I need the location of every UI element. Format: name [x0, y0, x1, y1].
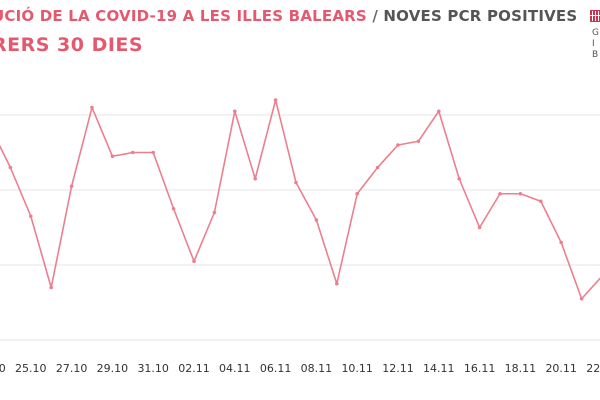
- x-tick-label: 20.11: [545, 362, 577, 375]
- x-tick-label: 06.11: [260, 362, 292, 375]
- x-tick-label: 29.10: [97, 362, 129, 375]
- data-point: [171, 206, 176, 211]
- data-point: [457, 176, 462, 181]
- data-point: [579, 296, 584, 301]
- logo-text: G I B: [592, 28, 600, 61]
- x-tick-label: 08.11: [301, 362, 333, 375]
- x-tick-label: 23.10: [0, 362, 6, 375]
- data-point: [518, 191, 523, 196]
- data-point: [8, 165, 13, 170]
- chart-title-separator: /: [366, 7, 384, 25]
- data-point: [437, 109, 441, 114]
- logo: G I B: [578, 6, 600, 60]
- x-tick-label: 27.10: [56, 362, 88, 375]
- x-tick-label: 31.10: [137, 362, 169, 375]
- x-tick-label: 02.11: [178, 362, 210, 375]
- data-point: [355, 191, 360, 196]
- chart-title-main: UCIÓ DE LA COVID-19 A LES ILLES BALEARS: [0, 7, 367, 25]
- data-point: [212, 210, 217, 215]
- x-tick-label: 12.11: [382, 362, 414, 375]
- chart-subtitle: RERS 30 DIES: [0, 34, 144, 56]
- x-tick-label: 25.10: [15, 362, 47, 375]
- data-point: [273, 98, 278, 102]
- data-point: [90, 105, 94, 110]
- data-point: [375, 165, 380, 170]
- chart-title-sub: NOVES PCR POSITIVES: [383, 7, 578, 25]
- chart-title: UCIÓ DE LA COVID-19 A LES ILLES BALEARS …: [0, 7, 577, 25]
- series-layer: [0, 98, 600, 301]
- data-point: [29, 214, 33, 219]
- data-point: [396, 143, 400, 147]
- government-logo-icon: [590, 10, 600, 22]
- data-point: [314, 218, 319, 222]
- x-tick-label: 18.11: [505, 362, 537, 375]
- data-point: [335, 281, 339, 286]
- data-point: [253, 176, 257, 181]
- data-point: [151, 150, 155, 155]
- grid-layer: [0, 114, 600, 341]
- x-tick-label: 10.11: [341, 362, 373, 375]
- data-point: [498, 191, 502, 196]
- data-point: [110, 154, 115, 159]
- data-point: [192, 259, 196, 264]
- series-line: [0, 99, 600, 300]
- x-tick-label: 22.11: [586, 362, 600, 375]
- x-tick-label: 04.11: [219, 362, 251, 375]
- data-point: [416, 139, 421, 144]
- data-point: [294, 180, 298, 185]
- x-axis: 23.10 25.10 27.10 29.10 31.10 02.11 04.11 06.11…: [0, 362, 600, 375]
- data-point: [49, 285, 53, 290]
- data-point: [477, 225, 482, 230]
- logo-letter: I: [592, 39, 595, 49]
- x-tick-label: 14.11: [423, 362, 455, 375]
- logo-letter: G: [592, 28, 599, 38]
- chart-header: UCIÓ DE LA COVID-19 A LES ILLES BALEARS …: [0, 0, 600, 60]
- x-tick-label: 16.11: [464, 362, 496, 375]
- data-point: [559, 240, 563, 245]
- data-point: [131, 150, 135, 155]
- data-point: [69, 184, 74, 189]
- data-point: [233, 109, 237, 114]
- logo-letter: B: [592, 50, 599, 60]
- data-point: [539, 199, 543, 204]
